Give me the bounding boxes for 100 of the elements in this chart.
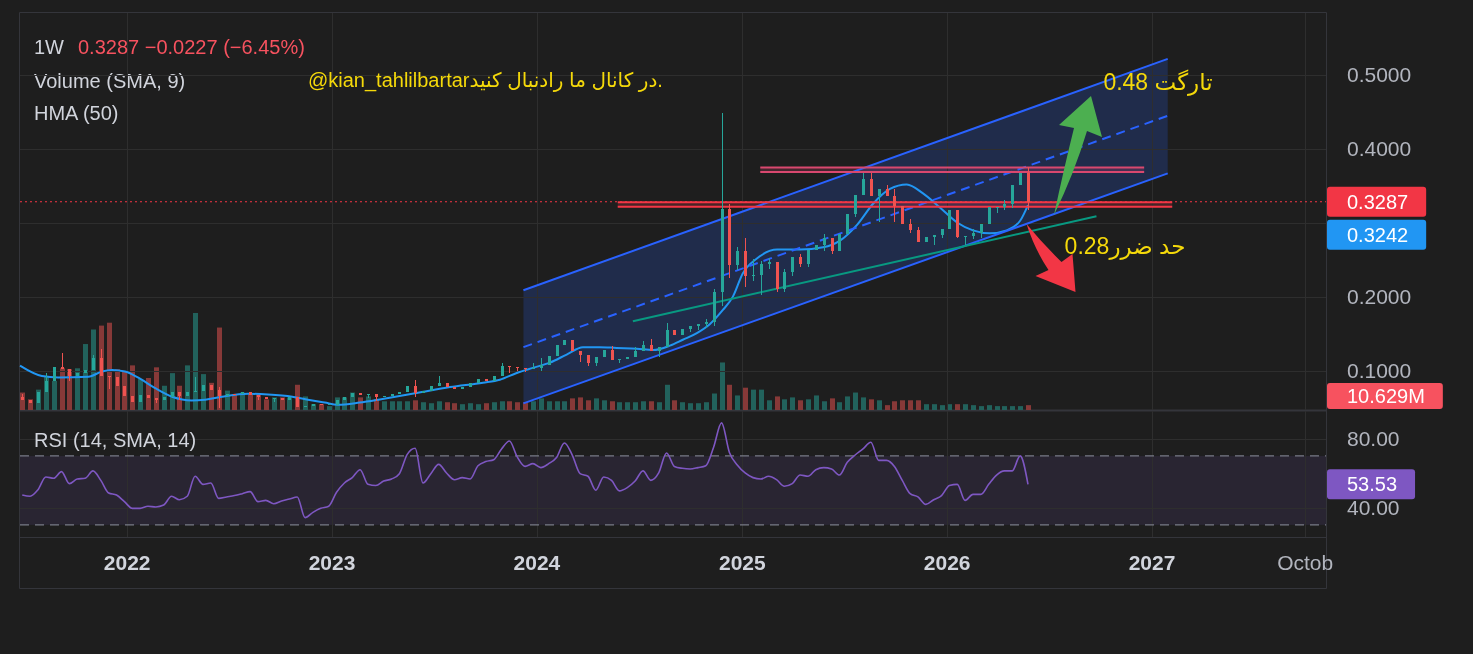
bar	[759, 389, 764, 410]
x-tick-label: Octob	[1277, 551, 1334, 575]
bar	[845, 396, 850, 410]
candlestick	[163, 397, 166, 400]
bar	[751, 389, 756, 410]
bar	[437, 401, 442, 410]
bar	[837, 402, 842, 410]
bar	[421, 402, 426, 410]
candlestick	[948, 210, 951, 229]
candlestick	[776, 262, 779, 292]
candlestick	[68, 369, 71, 381]
y-tick-label: 80.00	[1347, 426, 1400, 450]
candlestick	[524, 368, 527, 372]
candlestick	[508, 366, 511, 373]
candlestick	[1011, 185, 1014, 208]
candlestick	[446, 383, 449, 387]
bar	[767, 400, 772, 410]
candlestick	[147, 395, 150, 398]
candlestick	[123, 386, 126, 396]
candlestick	[642, 341, 645, 351]
bar	[932, 404, 937, 410]
bar	[672, 400, 677, 410]
candlestick	[972, 229, 975, 239]
bar	[704, 402, 709, 410]
bar	[790, 397, 795, 410]
bar	[775, 396, 780, 410]
candlestick	[469, 383, 472, 387]
bar	[272, 397, 277, 410]
bar	[248, 394, 253, 410]
candlestick	[728, 204, 731, 278]
text: 53.53	[1347, 473, 1398, 496]
candlestick	[595, 357, 598, 366]
candlestick	[603, 350, 606, 357]
bar	[586, 400, 591, 410]
candlestick	[886, 185, 889, 196]
bar	[649, 401, 654, 410]
candlestick	[210, 385, 213, 390]
candlestick	[862, 173, 865, 195]
bar	[390, 401, 395, 410]
candlestick	[988, 207, 991, 224]
candlestick	[870, 173, 873, 196]
candlestick	[579, 351, 582, 362]
candlestick	[155, 398, 158, 403]
bar	[280, 397, 285, 410]
bar	[798, 400, 803, 410]
line-series	[21, 422, 1029, 519]
annotation: 0.3287 −0.0227 (−6.45%)	[78, 36, 305, 58]
candlestick	[116, 377, 119, 386]
candlestick	[29, 400, 32, 403]
bar	[193, 313, 198, 410]
bar	[382, 401, 387, 410]
bar	[688, 403, 693, 410]
ref-line-label: 0.3287	[1347, 190, 1409, 213]
bar	[1018, 406, 1023, 410]
bar	[625, 402, 630, 410]
bar	[712, 393, 717, 410]
candlestick	[477, 379, 480, 383]
bar	[397, 401, 402, 410]
candlestick	[194, 377, 197, 392]
bar	[445, 402, 450, 410]
bar	[555, 401, 560, 410]
candlestick	[768, 258, 771, 269]
candlestick	[941, 229, 944, 238]
bar	[610, 401, 615, 410]
candlestick	[493, 376, 496, 381]
candlestick	[956, 210, 959, 238]
bar	[52, 380, 57, 410]
bar	[665, 384, 670, 410]
candlestick	[783, 269, 786, 292]
candlestick	[249, 392, 252, 395]
candlestick	[438, 376, 441, 386]
candlestick	[53, 367, 56, 381]
candlestick	[760, 261, 763, 295]
candlestick	[611, 346, 614, 360]
candlestick	[186, 392, 189, 396]
candlestick	[100, 349, 103, 376]
y-tick-label: 0.5000	[1347, 63, 1412, 87]
candlestick	[791, 257, 794, 276]
x-tick-label: 2023	[308, 551, 356, 575]
candlestick	[171, 392, 174, 397]
candlestick	[650, 339, 653, 351]
bar	[869, 399, 874, 410]
candlestick	[705, 319, 708, 328]
candlestick	[556, 345, 559, 356]
bar	[476, 404, 481, 410]
candlestick	[666, 323, 669, 347]
candlestick	[815, 245, 818, 250]
bar	[515, 402, 520, 410]
candlestick	[980, 224, 983, 238]
candlestick	[697, 324, 700, 330]
bar	[680, 402, 685, 410]
candlestick	[406, 386, 409, 392]
bar	[570, 398, 575, 410]
bar	[955, 404, 960, 410]
bar	[987, 405, 992, 410]
candlestick	[139, 395, 142, 402]
bar	[892, 401, 897, 410]
bar	[1026, 405, 1031, 410]
bar	[900, 400, 905, 410]
candlestick	[807, 250, 810, 267]
